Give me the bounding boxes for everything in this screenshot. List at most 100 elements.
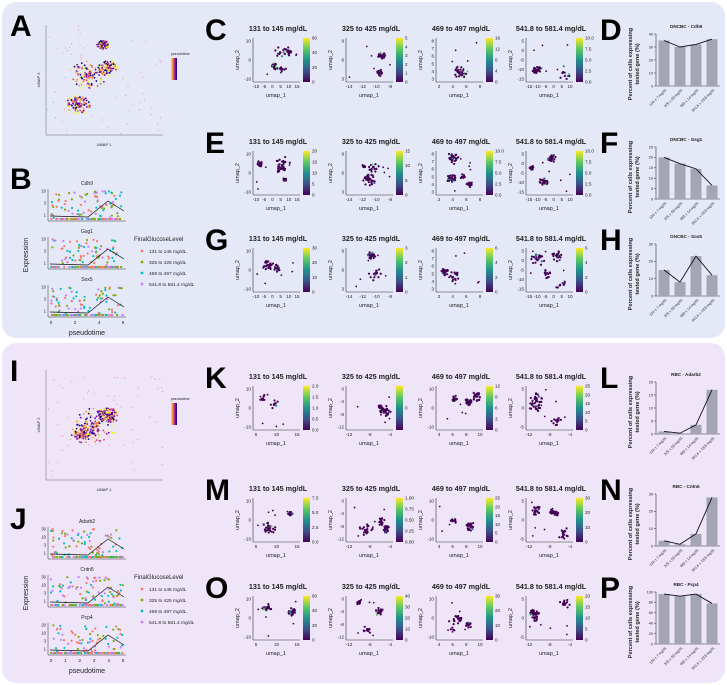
cell-point (69, 313, 73, 317)
x-tick-label: 10 (274, 642, 280, 647)
cell-point (77, 29, 79, 31)
cell-point (119, 628, 122, 631)
cell-point (55, 628, 59, 631)
cell-point (361, 163, 364, 167)
x-axis-label: umap_1 (539, 303, 559, 309)
y-tick-label: 3 (431, 287, 434, 292)
cell-point (565, 527, 568, 530)
cell-point (121, 651, 124, 655)
cell-point (91, 436, 94, 439)
cell-point (69, 438, 71, 440)
x-tick-label: -12 (346, 544, 353, 549)
cell-point (107, 424, 109, 426)
cell-point (559, 283, 562, 287)
cell-point (258, 164, 261, 167)
cell-point (537, 511, 540, 514)
cell-point (91, 66, 93, 69)
cell-point (362, 629, 365, 632)
cell-point (460, 71, 463, 74)
cell-point (121, 584, 125, 587)
y-axis-label: umap_2 (508, 510, 514, 530)
colorbar-tick-label: 40 (312, 50, 318, 55)
cell-point (533, 397, 536, 400)
y-tick-label: 10 (649, 177, 653, 181)
cell-point (47, 408, 50, 410)
cell-point (442, 268, 445, 271)
x-tick-label: 8 (479, 197, 482, 202)
cell-point (79, 303, 82, 306)
colorbar-tick-label: 5 (585, 419, 588, 424)
cell-point (368, 601, 371, 604)
cell-point (112, 594, 115, 598)
bar (690, 168, 702, 199)
cell-point (96, 265, 99, 269)
cell-point (87, 101, 90, 103)
x-tick-label: -8 (367, 432, 372, 437)
cell-point (84, 598, 88, 602)
cell-point (103, 74, 106, 76)
cell-point (443, 271, 446, 274)
cell-point (107, 431, 110, 434)
colorbar-tick-label: 60 (312, 594, 318, 599)
y-tick-label: 7 (431, 46, 434, 51)
umap-feature-plot: 325 to 425 mg/dL -12 -8 -4 -12 -8 -4 0 umap_1 uma… (325, 482, 418, 577)
cell-point (449, 274, 452, 277)
y-axis-label: umap_2 (235, 510, 241, 530)
cell-point (559, 179, 562, 182)
cell-point (66, 313, 69, 317)
cell-point (463, 73, 466, 76)
x-tick-label: 0 (552, 84, 555, 89)
cell-point (262, 523, 265, 526)
x-tick-label: -15 (526, 197, 533, 202)
cell-point (261, 397, 264, 400)
cell-point (48, 461, 50, 464)
cell-point (93, 598, 97, 601)
cell-point (293, 611, 297, 614)
x-tick-label: 2 (438, 294, 441, 299)
legend-title: FinalGlucoseLevel (134, 237, 183, 243)
cell-point (388, 175, 391, 178)
cell-point (538, 401, 541, 404)
colorbar-tick-label: 5 (312, 182, 315, 187)
cell-point (90, 423, 93, 425)
cell-point (142, 93, 144, 95)
cell-point (79, 105, 81, 108)
x-axis-label: umap_1 (539, 553, 559, 559)
cell-point (84, 97, 87, 100)
cell-point (120, 555, 123, 559)
cell-point (95, 415, 98, 418)
cell-point (379, 272, 382, 275)
y-tick-label: -10 (427, 635, 434, 640)
cell-point (379, 74, 382, 77)
cell-point (361, 527, 364, 530)
y-tick-label: -12 (337, 425, 344, 430)
cell-point (478, 396, 482, 399)
y-axis-label: umap_2 (508, 398, 514, 418)
cell-point (449, 628, 452, 631)
cell-point (114, 97, 116, 99)
cell-point (102, 62, 105, 65)
cell-point (86, 577, 89, 580)
cell-point (453, 159, 457, 163)
cell-point (87, 73, 90, 76)
cell-point (112, 418, 115, 421)
cell-point (155, 64, 157, 66)
cell-point (80, 536, 83, 539)
cell-point (373, 67, 375, 70)
legend-swatch (140, 260, 144, 264)
cell-point (84, 597, 87, 600)
cell-point (68, 651, 71, 655)
colorbar (303, 386, 310, 430)
cell-point (113, 415, 115, 418)
y-tick-label: 10 (41, 285, 46, 290)
colorbar-tick-label: 9 (495, 395, 498, 400)
y-tick-label: 10 (649, 527, 653, 531)
cell-point (118, 286, 122, 290)
cell-point (467, 621, 470, 624)
cell-point (98, 64, 101, 67)
cell-point (450, 518, 453, 522)
bar (706, 603, 718, 644)
cell-point (377, 608, 380, 612)
cell-point (112, 294, 115, 297)
cell-point (52, 205, 55, 209)
